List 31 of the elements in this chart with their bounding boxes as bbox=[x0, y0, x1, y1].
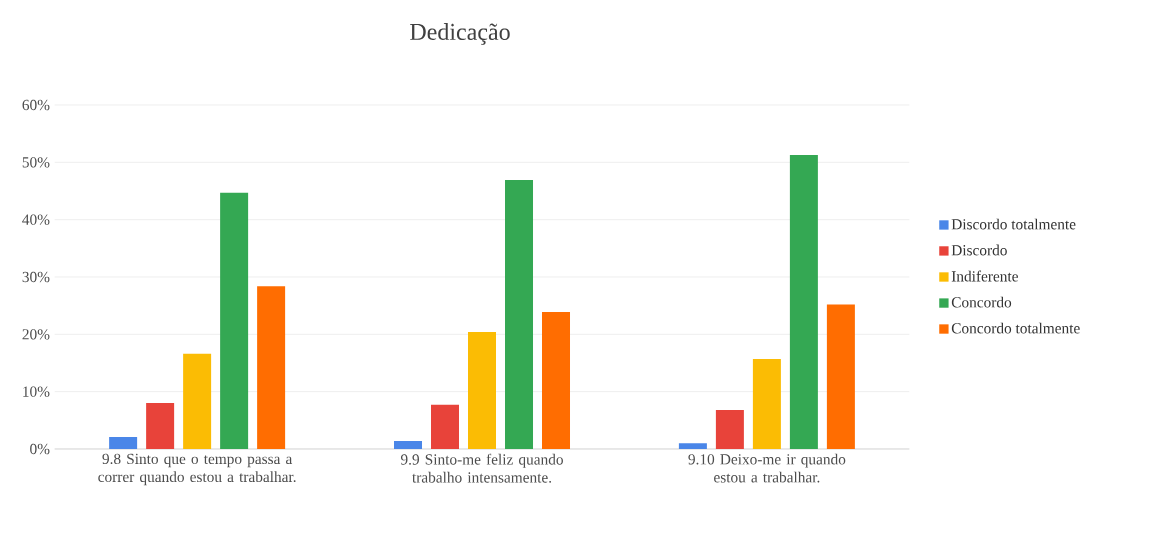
bar bbox=[789, 154, 818, 449]
legend-label: Indiferente bbox=[951, 270, 1018, 282]
bar bbox=[183, 353, 212, 449]
legend-label: Concordo bbox=[951, 296, 1012, 308]
y-tick-label: 10% bbox=[23, 386, 50, 397]
bar bbox=[826, 304, 855, 449]
bar bbox=[752, 358, 781, 449]
bar bbox=[109, 436, 138, 449]
bar bbox=[394, 440, 423, 449]
y-tick-label: 60% bbox=[22, 99, 50, 111]
y-tick-label: 0% bbox=[30, 443, 50, 455]
x-tick-label: 9.9 Sinto-me feliz quando trabalho intensamente. bbox=[400, 453, 563, 483]
x-tick-label: 9.10 Deixo-me ir quando estou a trabalhar. bbox=[688, 453, 846, 483]
bar bbox=[505, 180, 534, 449]
bar bbox=[468, 332, 497, 449]
x-tick-label: 9.8 Sinto que o tempo passa a correr quando estou a trabalhar. bbox=[98, 453, 296, 486]
bar bbox=[678, 443, 707, 449]
legend-label: Concordo totalmente bbox=[951, 322, 1080, 334]
bar bbox=[220, 192, 249, 449]
bar bbox=[257, 286, 286, 449]
chart-title: Dedicação bbox=[410, 23, 510, 45]
bar bbox=[542, 311, 570, 449]
bar bbox=[715, 410, 744, 449]
legend-label: Discordo totalmente bbox=[951, 218, 1076, 230]
y-tick-label: 20% bbox=[22, 329, 50, 340]
bar bbox=[431, 404, 459, 449]
y-tick-label: 50% bbox=[22, 157, 50, 168]
y-tick-label: 40% bbox=[22, 214, 50, 225]
bar bbox=[146, 403, 175, 449]
legend-label: Discordo bbox=[951, 244, 1007, 256]
y-tick-label: 30% bbox=[22, 271, 50, 283]
